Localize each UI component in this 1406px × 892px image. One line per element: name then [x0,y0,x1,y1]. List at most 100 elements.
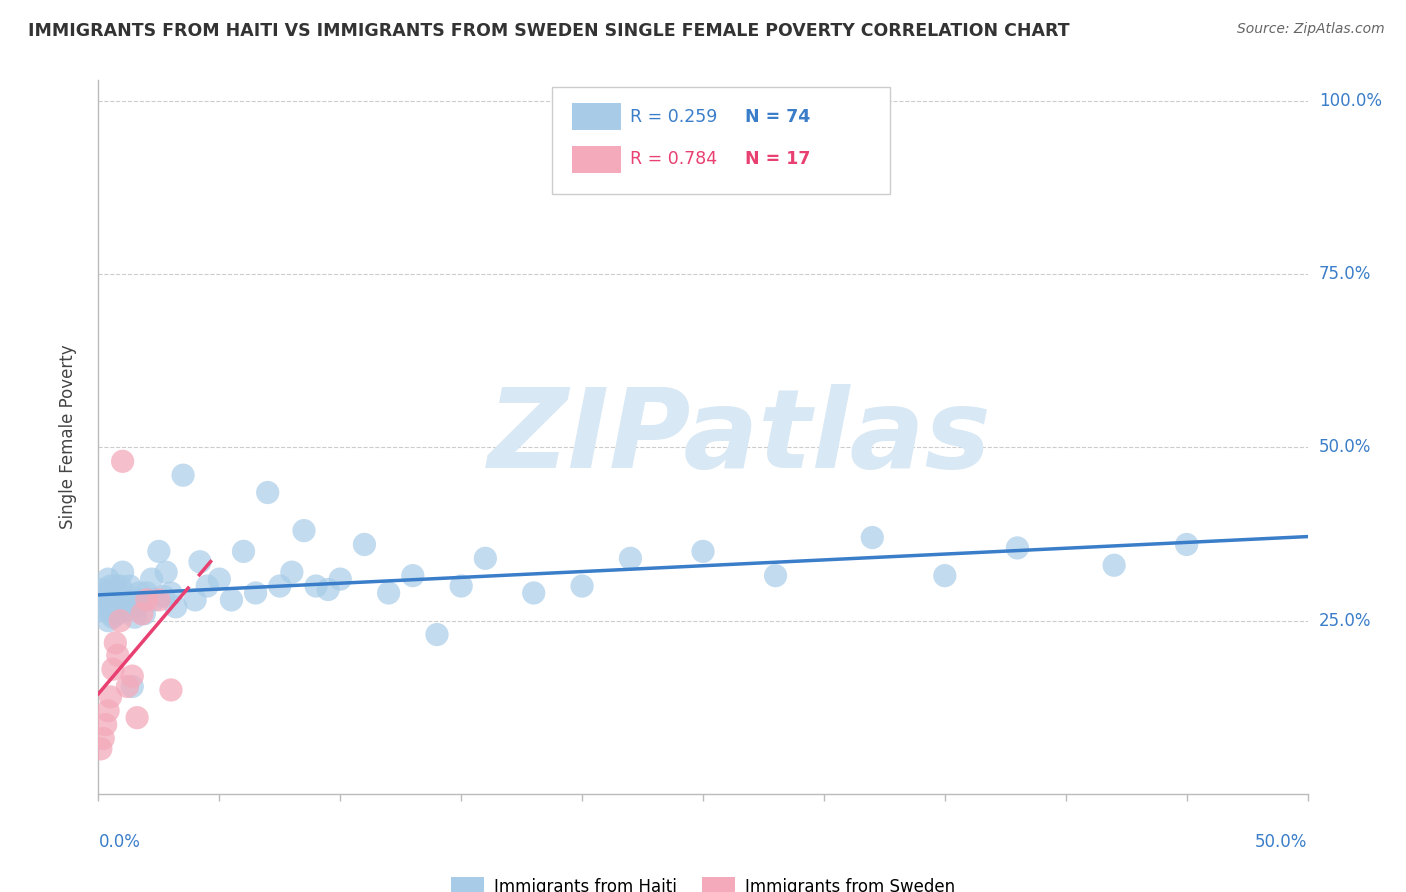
Text: R = 0.259: R = 0.259 [630,108,718,126]
Point [135,593,157,607]
Text: 100.0%: 100.0% [1319,92,1382,110]
Point [117,603,139,617]
Point [377,586,399,600]
Point [474,551,496,566]
Point [104,636,127,650]
Point [281,565,304,579]
Point [107,648,129,663]
Point [152,590,174,604]
Point [97,704,120,718]
Point [860,531,883,545]
Point [100,579,122,593]
Text: N = 74: N = 74 [745,108,811,126]
Text: Source: ZipAtlas.com: Source: ZipAtlas.com [1237,22,1385,37]
Point [91,603,114,617]
Point [765,568,787,582]
Point [94,599,117,614]
Point [523,586,546,600]
Point [101,610,124,624]
Point [571,579,593,593]
Point [402,568,425,582]
Point [188,555,211,569]
Point [90,590,112,604]
Point [619,551,641,566]
Point [94,586,117,600]
Point [127,599,149,614]
Point [97,572,120,586]
FancyBboxPatch shape [572,103,621,130]
Legend: Immigrants from Haiti, Immigrants from Sweden: Immigrants from Haiti, Immigrants from S… [444,870,962,892]
Point [184,593,207,607]
Point [97,614,120,628]
Point [316,582,339,597]
Point [111,599,134,614]
Text: 0.0%: 0.0% [98,833,141,851]
Point [1175,537,1198,551]
Point [101,586,124,600]
Point [160,586,183,600]
Point [305,579,328,593]
Point [100,607,122,621]
FancyBboxPatch shape [572,146,621,173]
Point [104,596,127,610]
Point [111,454,134,468]
Point [91,731,114,746]
Point [108,614,131,628]
Point [165,599,187,614]
Point [100,690,122,704]
Point [97,594,120,608]
Point [245,586,267,600]
Point [135,586,157,600]
Text: N = 17: N = 17 [745,151,811,169]
Point [108,593,131,607]
Point [692,544,714,558]
Point [117,680,139,694]
Point [94,591,117,606]
Point [114,586,136,600]
Point [143,593,166,607]
Point [104,579,127,593]
Point [172,468,194,483]
Point [148,593,170,607]
Text: R = 0.784: R = 0.784 [630,151,717,169]
Y-axis label: Single Female Poverty: Single Female Poverty [59,345,77,529]
Point [121,669,143,683]
Point [90,742,112,756]
Point [141,572,163,586]
Point [208,572,231,586]
Point [121,680,143,694]
Point [221,593,243,607]
Point [107,596,129,610]
Point [329,572,352,586]
Text: 50.0%: 50.0% [1256,833,1308,851]
Point [131,593,153,607]
Text: 75.0%: 75.0% [1319,265,1371,284]
Point [127,711,149,725]
Point [101,662,124,676]
Point [269,579,291,593]
Point [118,579,141,593]
Point [232,544,254,558]
Point [94,717,117,731]
Text: IMMIGRANTS FROM HAITI VS IMMIGRANTS FROM SWEDEN SINGLE FEMALE POVERTY CORRELATIO: IMMIGRANTS FROM HAITI VS IMMIGRANTS FROM… [28,22,1070,40]
Point [91,582,114,597]
Point [117,593,139,607]
Point [124,610,146,624]
Point [128,586,150,600]
Point [107,607,129,621]
Point [934,568,956,582]
Point [160,682,183,697]
Point [155,565,177,579]
Point [148,544,170,558]
Point [134,607,156,621]
Point [1007,541,1029,555]
Point [111,601,134,615]
Point [131,607,153,621]
Point [107,599,129,614]
FancyBboxPatch shape [551,87,890,194]
Point [1102,558,1125,573]
Point [256,485,278,500]
Point [101,584,124,599]
Text: 25.0%: 25.0% [1319,612,1371,630]
Text: ZIPatlas: ZIPatlas [488,384,991,491]
